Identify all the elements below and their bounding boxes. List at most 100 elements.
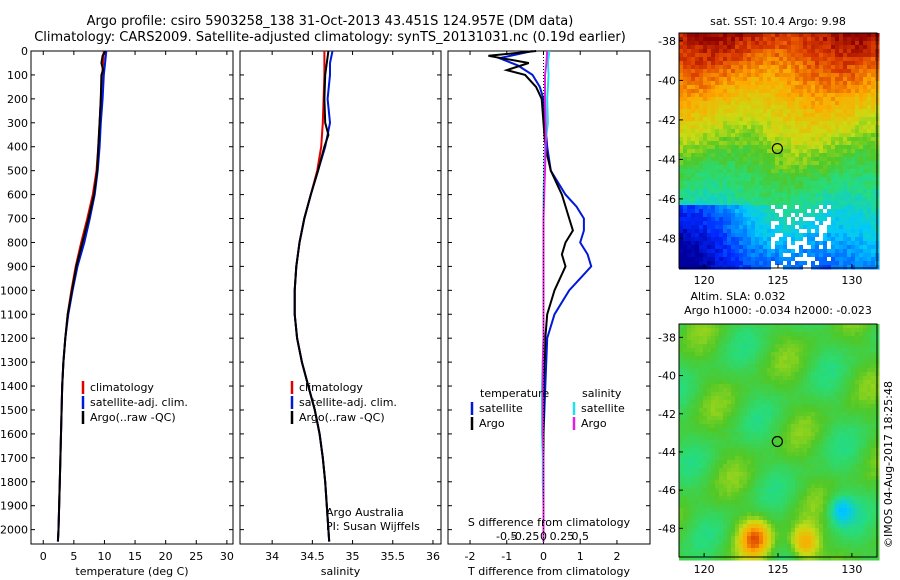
map-cell: [747, 113, 752, 118]
map-cell: [707, 105, 712, 110]
map-cell: [715, 113, 720, 118]
map-cell: [823, 380, 828, 385]
map-cell: [703, 177, 708, 182]
map-cell: [723, 265, 728, 270]
map-cell: [715, 85, 720, 90]
map-cell: [727, 324, 732, 329]
map-cell: [771, 117, 776, 122]
map-cell: [743, 225, 748, 230]
map-cell: [687, 137, 692, 142]
map-cell: [711, 356, 716, 361]
map-cell: [747, 225, 752, 230]
map-cell: [803, 197, 808, 202]
map-cell: [827, 141, 832, 146]
map-cell: [847, 237, 852, 242]
map-cell: [723, 121, 728, 126]
map-cell: [767, 420, 772, 425]
map-cell: [783, 201, 788, 206]
map-cell: [771, 113, 776, 118]
map-cell: [839, 432, 844, 437]
map-cell: [719, 105, 724, 110]
map-cell: [743, 69, 748, 74]
map-cell: [795, 101, 800, 106]
map-cell: [739, 81, 744, 86]
map-cell: [743, 336, 748, 341]
map-cell: [783, 436, 788, 441]
map-cell: [791, 396, 796, 401]
map-cell: [855, 432, 860, 437]
map-cell: [727, 416, 732, 421]
map-cell: [683, 201, 688, 206]
map-cell: [731, 324, 736, 329]
map-cell: [687, 129, 692, 134]
map-cell: [739, 356, 744, 361]
map-cell: [795, 61, 800, 66]
map-cell: [703, 93, 708, 98]
map-cell: [739, 328, 744, 333]
map-cell: [683, 416, 688, 421]
map-cell: [859, 265, 864, 270]
map-cell: [811, 376, 816, 381]
map-cell: [811, 149, 816, 154]
map-cell: [743, 368, 748, 373]
map-cell: [767, 372, 772, 377]
map-cell: [839, 408, 844, 413]
map-cell: [679, 209, 684, 214]
map-cell: [783, 380, 788, 385]
x-tick-label: 25: [189, 550, 203, 563]
map-cell: [715, 65, 720, 70]
map-cell: [791, 89, 796, 94]
map-cell: [799, 384, 804, 389]
map-cell: [811, 181, 816, 186]
map-cell: [839, 237, 844, 242]
map-cell: [851, 444, 856, 449]
map-cell: [787, 205, 792, 210]
map-y-tick-label: -38: [658, 35, 676, 48]
map-cell: [735, 265, 740, 270]
map-cell: [775, 424, 780, 429]
map-cell: [739, 372, 744, 377]
map-cell: [791, 113, 796, 118]
map-cell: [719, 37, 724, 42]
map-cell: [831, 440, 836, 445]
map-cell: [719, 344, 724, 349]
map-cell: [695, 201, 700, 206]
map-cell: [827, 89, 832, 94]
map-cell: [739, 153, 744, 158]
map-cell: [711, 225, 716, 230]
map-cell: [731, 133, 736, 138]
map-cell: [815, 424, 820, 429]
map-cell: [731, 241, 736, 246]
map-cell: [743, 209, 748, 214]
map-cell: [803, 173, 808, 178]
map-cell: [787, 101, 792, 106]
map-cell: [835, 376, 840, 381]
map-cell: [847, 376, 852, 381]
map-cell: [703, 185, 708, 190]
map-cell: [743, 249, 748, 254]
map-cell: [867, 205, 872, 210]
map-cell: [835, 221, 840, 226]
map-cell: [863, 265, 868, 270]
map-cell: [711, 209, 716, 214]
map-cell: [811, 400, 816, 405]
map-cell: [823, 149, 828, 154]
map-cell: [843, 45, 848, 50]
map-cell: [803, 89, 808, 94]
map-cell: [831, 237, 836, 242]
map-cell: [695, 257, 700, 262]
map-cell: [771, 464, 776, 469]
map-cell: [767, 77, 772, 82]
map-cell: [823, 245, 828, 250]
map-cell: [839, 253, 844, 258]
map-cell: [783, 93, 788, 98]
map-cell: [855, 49, 860, 54]
map-cell: [807, 388, 812, 393]
map-cell: [839, 189, 844, 194]
map-cell: [683, 153, 688, 158]
map-cell: [723, 245, 728, 250]
map-cell: [839, 456, 844, 461]
map-cell: [695, 37, 700, 42]
map-cell: [823, 376, 828, 381]
map-cell: [863, 324, 868, 329]
